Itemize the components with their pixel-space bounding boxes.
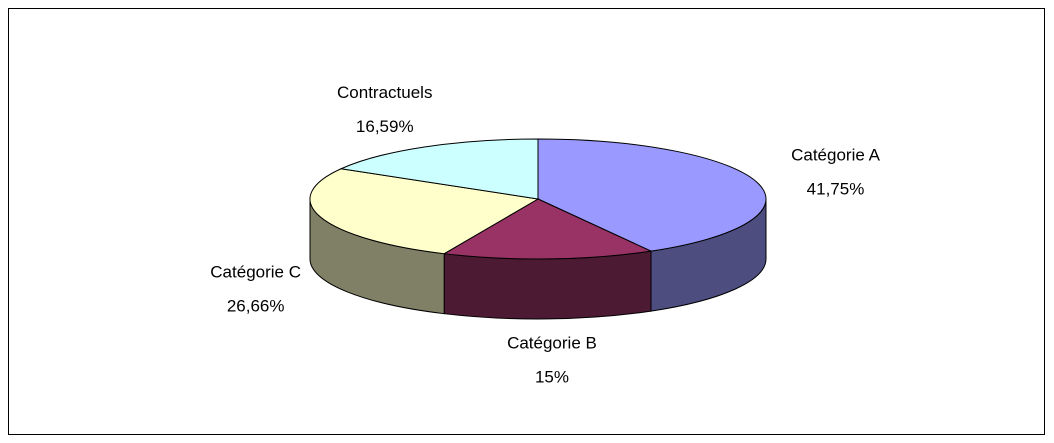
slice-label: Catégorie A xyxy=(791,145,880,164)
slice-value-label: 41,75% xyxy=(807,179,865,198)
slice xyxy=(339,138,539,200)
slice xyxy=(537,138,767,252)
slice-value-label: 26,66% xyxy=(227,297,285,316)
slice-value-label: 15% xyxy=(535,367,569,386)
slice xyxy=(442,198,653,260)
slice-side xyxy=(443,250,652,320)
slice-value-label: 16,59% xyxy=(356,117,414,136)
slice-label: Catégorie C xyxy=(210,263,301,282)
slice-label: Catégorie B xyxy=(507,333,597,352)
slice-label: Contractuels xyxy=(337,83,432,102)
slice xyxy=(309,168,540,255)
